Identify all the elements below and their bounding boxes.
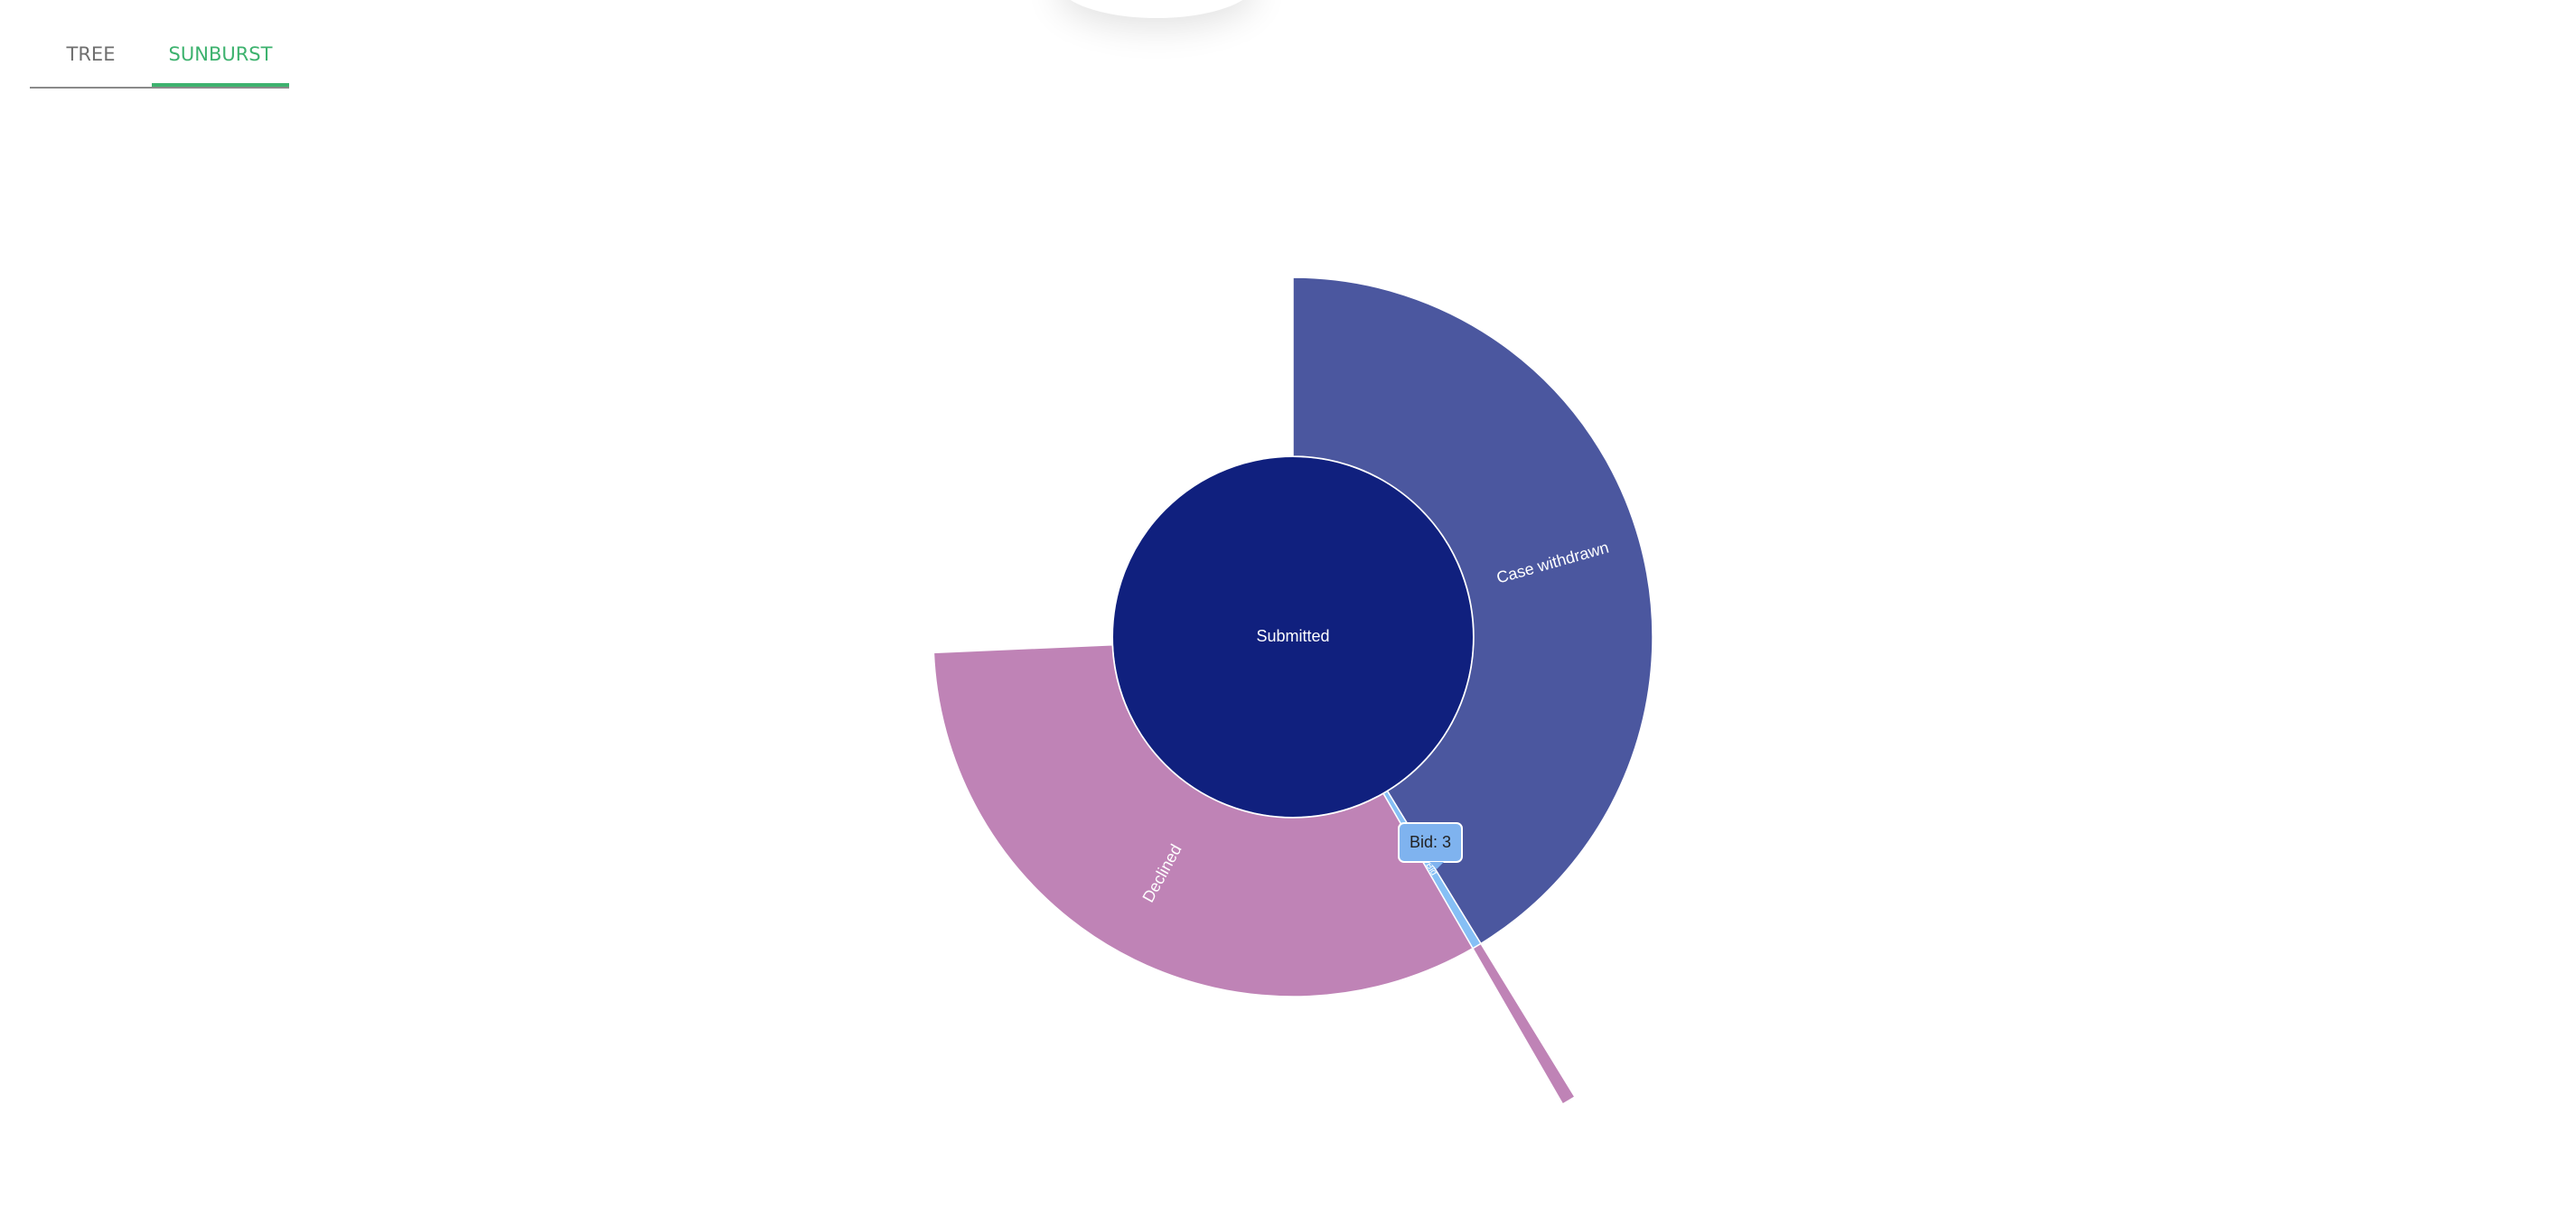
- tab-tree[interactable]: TREE: [66, 43, 116, 65]
- segment-label-submitted: Submitted: [1256, 627, 1329, 645]
- segment-declined[interactable]: [932, 643, 1475, 997]
- segment-bid-child[interactable]: [1471, 942, 1576, 1106]
- segment-case-withdrawn[interactable]: [1292, 276, 1653, 945]
- view-tabs: TREE SUNBURST: [30, 36, 289, 89]
- tooltip: Bid: 3: [1398, 822, 1463, 869]
- tab-sunburst[interactable]: SUNBURST: [152, 36, 289, 87]
